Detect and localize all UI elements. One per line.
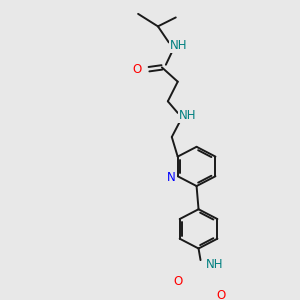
Text: NH: NH (206, 258, 223, 271)
Text: O: O (173, 275, 182, 288)
Text: O: O (217, 289, 226, 300)
Text: NH: NH (170, 40, 188, 52)
Text: N: N (167, 171, 176, 184)
Text: NH: NH (179, 109, 196, 122)
Text: O: O (133, 63, 142, 76)
